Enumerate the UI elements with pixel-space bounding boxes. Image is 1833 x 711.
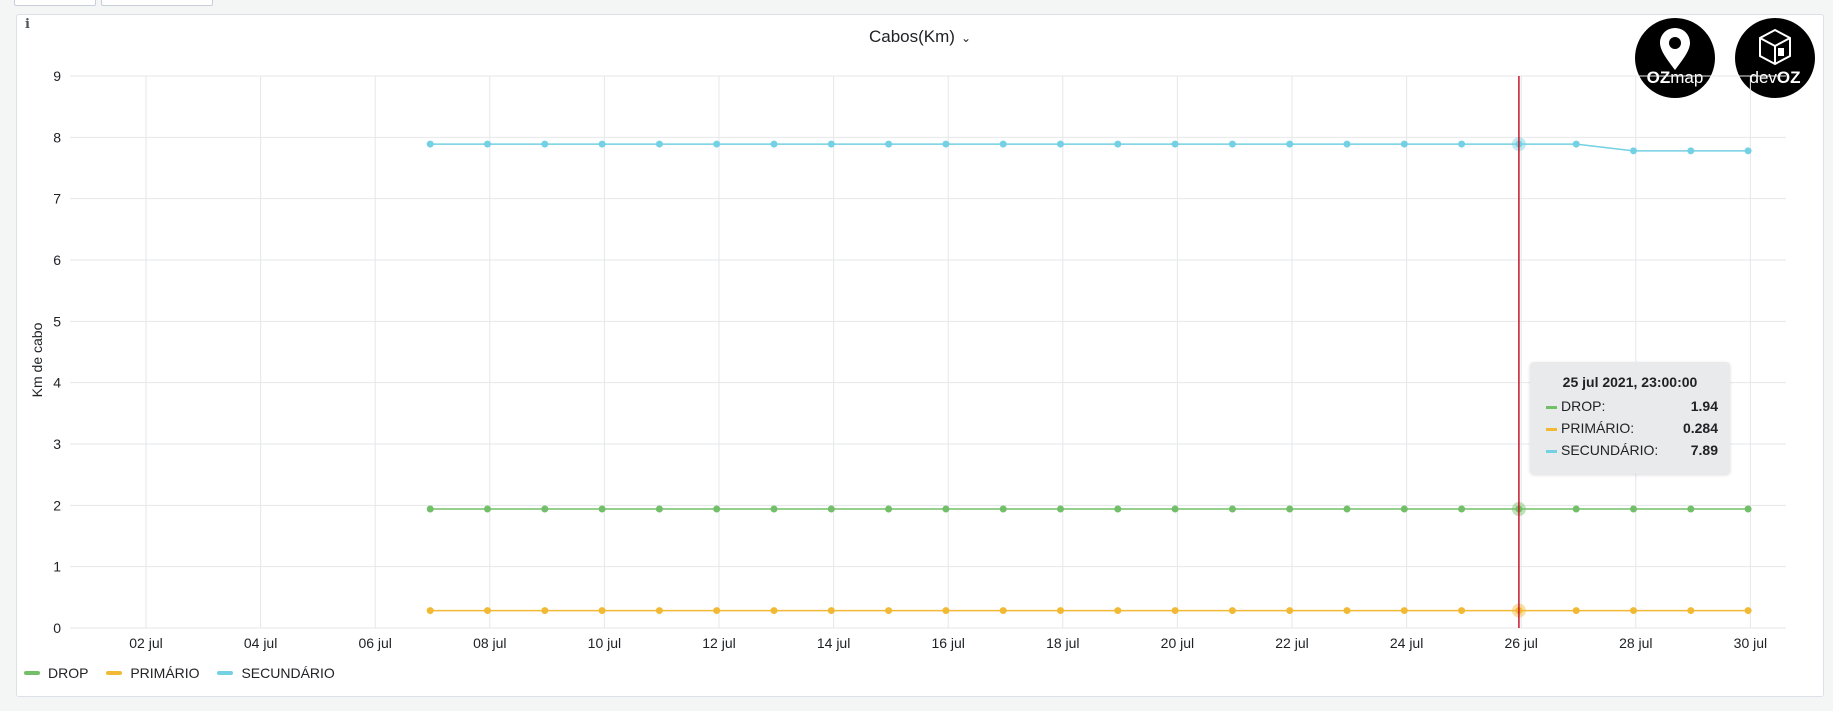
legend-item-primario[interactable]: PRIMÁRIO (106, 665, 200, 681)
ozmap-logo-text: OZmap (1646, 68, 1704, 87)
tooltip-swatch-drop (1546, 405, 1557, 409)
chart-tooltip: 25 jul 2021, 23:00:00 DROP: 1.94 PRIMÁRI… (1530, 362, 1730, 474)
legend-swatch-drop (24, 671, 40, 676)
toolbar-button-right[interactable] (101, 0, 213, 6)
tooltip-label-drop: DROP: (1561, 398, 1606, 414)
tooltip-row-secundario: SECUNDÁRIO: 7.89 (1546, 442, 1718, 460)
tooltip-title: 25 jul 2021, 23:00:00 (1562, 374, 1698, 390)
legend-item-drop[interactable]: DROP (24, 665, 88, 681)
legend-swatch-primario (106, 671, 123, 676)
tooltip-row-primario: PRIMÁRIO: 0.284 (1546, 420, 1718, 438)
tooltip-value-secundario: 7.89 (1690, 442, 1718, 458)
panel-title-text: Cabos(Km) (868, 27, 955, 46)
tooltip-swatch-primario (1546, 427, 1557, 431)
tooltip-swatch-secundario (1546, 449, 1557, 453)
legend-swatch-secundario (217, 671, 234, 676)
legend-item-secundario[interactable]: SECUNDÁRIO (217, 665, 335, 681)
tooltip-value-primario: 0.284 (1682, 420, 1718, 436)
chevron-down-icon: ⌄ (960, 31, 972, 45)
panel-title[interactable]: Cabos(Km) ⌄ (17, 27, 1823, 47)
cube-icon (1759, 28, 1791, 66)
tooltip-label-secundario: SECUNDÁRIO: (1561, 442, 1659, 458)
tooltip-row-drop: DROP: 1.94 (1546, 398, 1718, 416)
toolbar-button-left[interactable] (14, 0, 96, 6)
legend-label-drop: DROP (48, 665, 89, 681)
map-pin-icon (1660, 28, 1690, 70)
info-icon[interactable]: i (25, 17, 30, 32)
devoz-logo-text: devOZ (1749, 68, 1801, 87)
legend-label-primario: PRIMÁRIO (130, 665, 200, 681)
devoz-logo: devOZ (1735, 18, 1815, 98)
tooltip-value-drop: 1.94 (1690, 398, 1718, 414)
ozmap-logo: OZmap (1635, 18, 1715, 98)
chart-legend: DROP PRIMÁRIO SECUNDÁRIO (24, 665, 349, 681)
legend-label-secundario: SECUNDÁRIO (241, 665, 335, 681)
chart-panel: i Cabos(Km) ⌄ OZmap devOZ (16, 14, 1824, 697)
tooltip-label-primario: PRIMÁRIO: (1561, 420, 1635, 436)
